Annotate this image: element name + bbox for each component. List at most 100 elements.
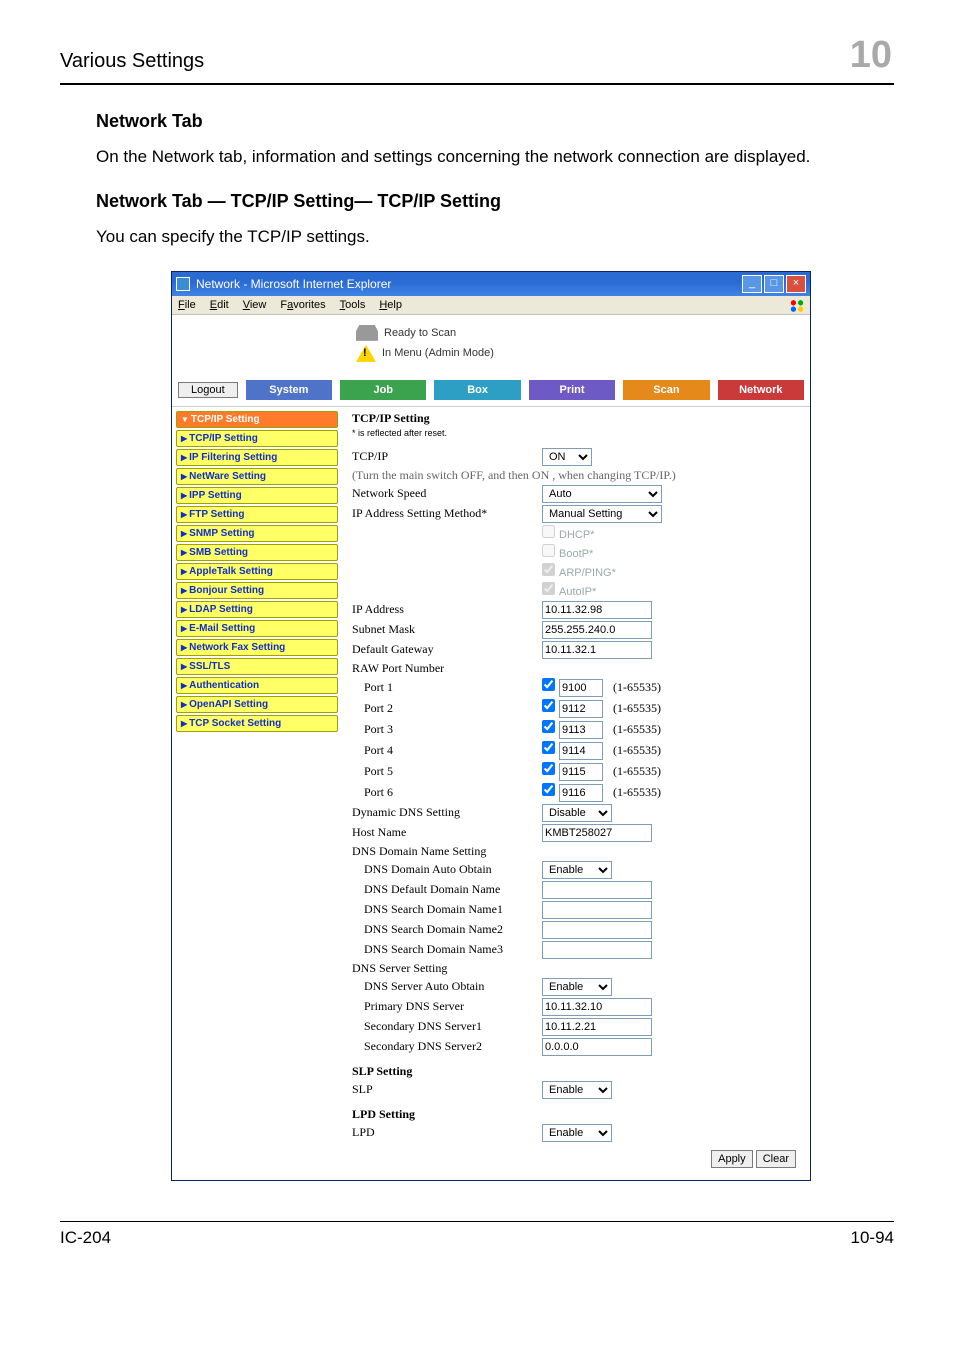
checkbox-port-5[interactable]	[542, 762, 555, 775]
tab-print[interactable]: Print	[529, 380, 615, 400]
input-dns-search3[interactable]	[542, 941, 652, 959]
sidebar-item-openapi[interactable]: OpenAPI Setting	[176, 696, 338, 713]
button-row: Apply Clear	[352, 1144, 806, 1172]
tab-network[interactable]: Network	[718, 380, 804, 400]
checkbox-dhcp	[542, 525, 555, 538]
checkbox-autoip	[542, 582, 555, 595]
sidebar-item-netware[interactable]: NetWare Setting	[176, 468, 338, 485]
select-dns-server-auto[interactable]: Enable	[542, 978, 612, 996]
label-raw-port: RAW Port Number	[352, 661, 542, 676]
select-ip-method[interactable]: Manual Setting	[542, 505, 662, 523]
minimize-button[interactable]: _	[742, 275, 762, 293]
label-dynamic-dns: Dynamic DNS Setting	[352, 805, 542, 820]
sidebar-item-authentication[interactable]: Authentication	[176, 677, 338, 694]
menu-view[interactable]: View	[243, 299, 267, 311]
paragraph-1: On the Network tab, information and sett…	[96, 146, 886, 169]
hint-tcpip-switch: (Turn the main switch OFF, and then ON ,…	[352, 468, 676, 483]
tab-job[interactable]: Job	[340, 380, 426, 400]
input-port-3[interactable]	[559, 721, 603, 739]
tab-system[interactable]: System	[246, 380, 332, 400]
tab-scan[interactable]: Scan	[623, 380, 709, 400]
input-port-2[interactable]	[559, 700, 603, 718]
heading-lpd: LPD Setting	[352, 1107, 806, 1122]
select-dynamic-dns[interactable]: Disable	[542, 804, 612, 822]
browser-window: Network - Microsoft Internet Explorer _ …	[171, 271, 811, 1181]
label-dns-search1: DNS Search Domain Name1	[352, 902, 542, 917]
heading-dns-domain: DNS Domain Name Setting	[352, 844, 542, 859]
range-port-1: (1-65535)	[613, 680, 661, 694]
input-gateway[interactable]	[542, 641, 652, 659]
menu-file[interactable]: File	[178, 299, 196, 311]
label-dns-server-auto: DNS Server Auto Obtain	[352, 979, 542, 994]
label-primary-dns: Primary DNS Server	[352, 999, 542, 1014]
range-port-4: (1-65535)	[613, 743, 661, 757]
checkbox-port-3[interactable]	[542, 720, 555, 733]
menu-tools[interactable]: Tools	[340, 299, 366, 311]
checkbox-port-4[interactable]	[542, 741, 555, 754]
menu-help[interactable]: Help	[379, 299, 402, 311]
sidebar-item-ip-filtering[interactable]: IP Filtering Setting	[176, 449, 338, 466]
label-autoip: AutoIP*	[559, 586, 596, 598]
logout-button[interactable]: Logout	[178, 382, 238, 398]
sidebar-item-networkfax[interactable]: Network Fax Setting	[176, 639, 338, 656]
select-tcpip[interactable]: ON	[542, 448, 592, 466]
label-gateway: Default Gateway	[352, 642, 542, 657]
browser-titlebar: Network - Microsoft Internet Explorer _ …	[172, 272, 810, 296]
sidebar-item-ipp[interactable]: IPP Setting	[176, 487, 338, 504]
clear-button[interactable]: Clear	[756, 1150, 796, 1168]
range-port-5: (1-65535)	[613, 764, 661, 778]
label-dns-default-domain: DNS Default Domain Name	[352, 882, 542, 897]
sidebar-item-snmp[interactable]: SNMP Setting	[176, 525, 338, 542]
sidebar-item-ssltls[interactable]: SSL/TLS	[176, 658, 338, 675]
select-lpd[interactable]: Enable	[542, 1124, 612, 1142]
label-secondary-dns-2: Secondary DNS Server2	[352, 1039, 542, 1054]
heading-slp: SLP Setting	[352, 1064, 806, 1079]
tab-box[interactable]: Box	[434, 380, 520, 400]
footer-right: 10-94	[851, 1228, 894, 1248]
input-port-5[interactable]	[559, 763, 603, 781]
input-secondary-dns-2[interactable]	[542, 1038, 652, 1056]
label-lpd: LPD	[352, 1125, 542, 1140]
sidebar-item-bonjour[interactable]: Bonjour Setting	[176, 582, 338, 599]
sidebar-item-appletalk[interactable]: AppleTalk Setting	[176, 563, 338, 580]
checkbox-port-6[interactable]	[542, 783, 555, 796]
checkbox-port-1[interactable]	[542, 678, 555, 691]
apply-button[interactable]: Apply	[711, 1150, 753, 1168]
sidebar-item-smb[interactable]: SMB Setting	[176, 544, 338, 561]
pane-heading: TCP/IP Setting	[352, 411, 806, 426]
range-port-3: (1-65535)	[613, 722, 661, 736]
heading-network-tab: Network Tab	[96, 111, 886, 132]
sidebar-item-ftp[interactable]: FTP Setting	[176, 506, 338, 523]
status-ready: Ready to Scan	[384, 327, 456, 339]
input-host-name[interactable]	[542, 824, 652, 842]
label-port-2: Port 2	[352, 701, 542, 716]
label-dns-search2: DNS Search Domain Name2	[352, 922, 542, 937]
input-dns-search1[interactable]	[542, 901, 652, 919]
sidebar-item-email[interactable]: E-Mail Setting	[176, 620, 338, 637]
input-port-6[interactable]	[559, 784, 603, 802]
sidebar-item-tcpip-setting-sub[interactable]: TCP/IP Setting	[176, 430, 338, 447]
select-slp[interactable]: Enable	[542, 1081, 612, 1099]
input-primary-dns[interactable]	[542, 998, 652, 1016]
ie-icon	[176, 277, 190, 291]
input-subnet[interactable]	[542, 621, 652, 639]
input-port-4[interactable]	[559, 742, 603, 760]
input-secondary-dns-1[interactable]	[542, 1018, 652, 1036]
chapter-number: 10	[848, 34, 894, 77]
close-button[interactable]: ×	[786, 275, 806, 293]
input-ip-address[interactable]	[542, 601, 652, 619]
sidebar-item-ldap[interactable]: LDAP Setting	[176, 601, 338, 618]
input-dns-search2[interactable]	[542, 921, 652, 939]
input-port-1[interactable]	[559, 679, 603, 697]
printer-icon	[356, 325, 378, 341]
select-dns-domain-auto[interactable]: Enable	[542, 861, 612, 879]
sidebar: TCP/IP Setting TCP/IP Setting IP Filteri…	[172, 407, 342, 1180]
select-network-speed[interactable]: Auto	[542, 485, 662, 503]
sidebar-item-tcpip-setting[interactable]: TCP/IP Setting	[176, 411, 338, 428]
input-dns-default-domain[interactable]	[542, 881, 652, 899]
menu-favorites[interactable]: Favorites	[280, 299, 325, 311]
menu-edit[interactable]: Edit	[210, 299, 229, 311]
sidebar-item-tcpsocket[interactable]: TCP Socket Setting	[176, 715, 338, 732]
checkbox-port-2[interactable]	[542, 699, 555, 712]
maximize-button[interactable]: □	[764, 275, 784, 293]
